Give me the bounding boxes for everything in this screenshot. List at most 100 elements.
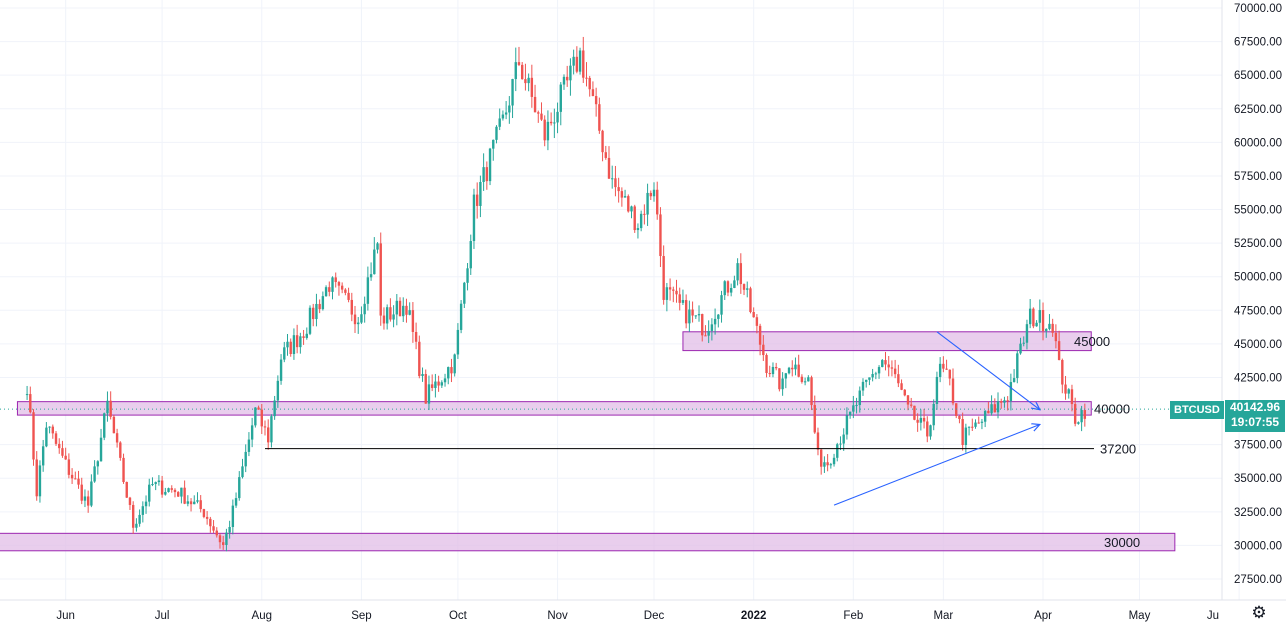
candle-body (681, 300, 685, 303)
candle-body (128, 497, 132, 505)
candle-body (498, 118, 501, 127)
candle-body (450, 367, 453, 374)
x-tick-label: Apr (1034, 610, 1052, 622)
candle-body (357, 322, 360, 325)
candle-body (826, 462, 829, 466)
candle-body (816, 432, 820, 450)
y-tick-label: 37500.00 (1234, 440, 1282, 452)
candle-body (742, 284, 746, 290)
candle-body (74, 478, 77, 480)
candle-body (662, 256, 665, 300)
candle-body (717, 314, 720, 319)
candle-body (987, 410, 990, 414)
candle-body (996, 401, 1000, 413)
candle-body (379, 243, 382, 316)
candle-body (913, 405, 916, 420)
candle-body (508, 105, 511, 113)
candle-body (257, 407, 260, 410)
candle-body (244, 451, 247, 467)
candle-body (598, 104, 601, 131)
candle-body (877, 367, 881, 374)
candle-body (395, 300, 399, 315)
x-tick-label: May (1129, 610, 1151, 622)
candle-body (858, 390, 861, 406)
candle-body (103, 413, 106, 438)
candle-body (199, 500, 202, 510)
candle-body (202, 509, 206, 517)
x-tick-label: Mar (933, 610, 953, 622)
zone-box (16, 401, 1092, 416)
x-tick-label: Oct (449, 610, 468, 622)
zone-box (682, 331, 1092, 352)
candle-body (819, 449, 823, 467)
zone-label: 45000 (1074, 334, 1110, 349)
candle-body (881, 360, 884, 368)
candle-body (38, 465, 42, 497)
candle-body (222, 542, 225, 545)
candle-body (1035, 322, 1038, 327)
candle-body (430, 384, 434, 388)
drawing-overlays[interactable] (0, 331, 1222, 506)
support-resistance-zones[interactable] (0, 331, 1176, 552)
time-axis[interactable]: Jun Jul Aug Sep Oct Nov Dec 2022 Feb Mar Apr May Ju (56, 610, 1219, 622)
candle-body (1051, 323, 1054, 333)
candle-body (675, 290, 678, 295)
candle-body (964, 427, 968, 446)
candle-body (414, 331, 418, 342)
candle-body (1083, 410, 1087, 419)
candle-body (180, 487, 183, 497)
candle-body (469, 241, 472, 269)
candle-body (279, 359, 283, 381)
candle-body (492, 139, 495, 149)
candle-body (524, 79, 527, 84)
candle-body (411, 310, 415, 332)
candle-body (781, 378, 784, 390)
candle-body (871, 374, 874, 378)
candle-body (312, 307, 315, 320)
candle-body (527, 77, 530, 84)
candle-body (83, 496, 87, 501)
candle-body (106, 400, 109, 414)
candle-body (848, 411, 852, 416)
candle-body (1064, 384, 1067, 394)
candle-body (620, 191, 624, 198)
candle-body (148, 484, 151, 502)
candle-body (189, 501, 193, 505)
candle-body (572, 56, 575, 66)
candle-body (771, 366, 775, 375)
candle-body (588, 77, 591, 90)
candle-body (993, 404, 996, 413)
candle-body (1041, 310, 1045, 332)
candle-body (797, 364, 800, 377)
candle-body (61, 448, 64, 456)
candle-body (530, 77, 534, 97)
candle-body (408, 310, 411, 315)
candle-body (328, 287, 331, 292)
candle-body (331, 277, 334, 292)
candle-body (868, 377, 871, 380)
candle-body (1000, 401, 1003, 403)
candle-body (578, 50, 582, 72)
settings-gear-icon[interactable]: ⚙ (1251, 603, 1267, 622)
candle-body (627, 196, 630, 212)
y-tick-label: 55000.00 (1234, 205, 1282, 217)
candle-body (961, 419, 964, 446)
candle-body (138, 514, 141, 524)
candle-body (421, 374, 424, 377)
candle-body (688, 309, 691, 324)
candle-body (1009, 382, 1013, 401)
price-axis[interactable]: 70000.00 67500.00 65000.00 62500.00 60000.00… (1234, 3, 1282, 586)
candle-body (80, 484, 83, 501)
y-tick-label: 32500.00 (1234, 507, 1282, 519)
candle-body (321, 296, 325, 310)
candle-body (729, 287, 733, 293)
candle-body (363, 303, 366, 315)
countdown: 19:07:55 (1230, 415, 1280, 429)
candle-body (540, 113, 543, 120)
candle-body (791, 367, 794, 370)
candle-body (225, 532, 228, 545)
candle-body (701, 314, 704, 336)
candle-body (250, 425, 254, 440)
candle-body (176, 492, 180, 497)
